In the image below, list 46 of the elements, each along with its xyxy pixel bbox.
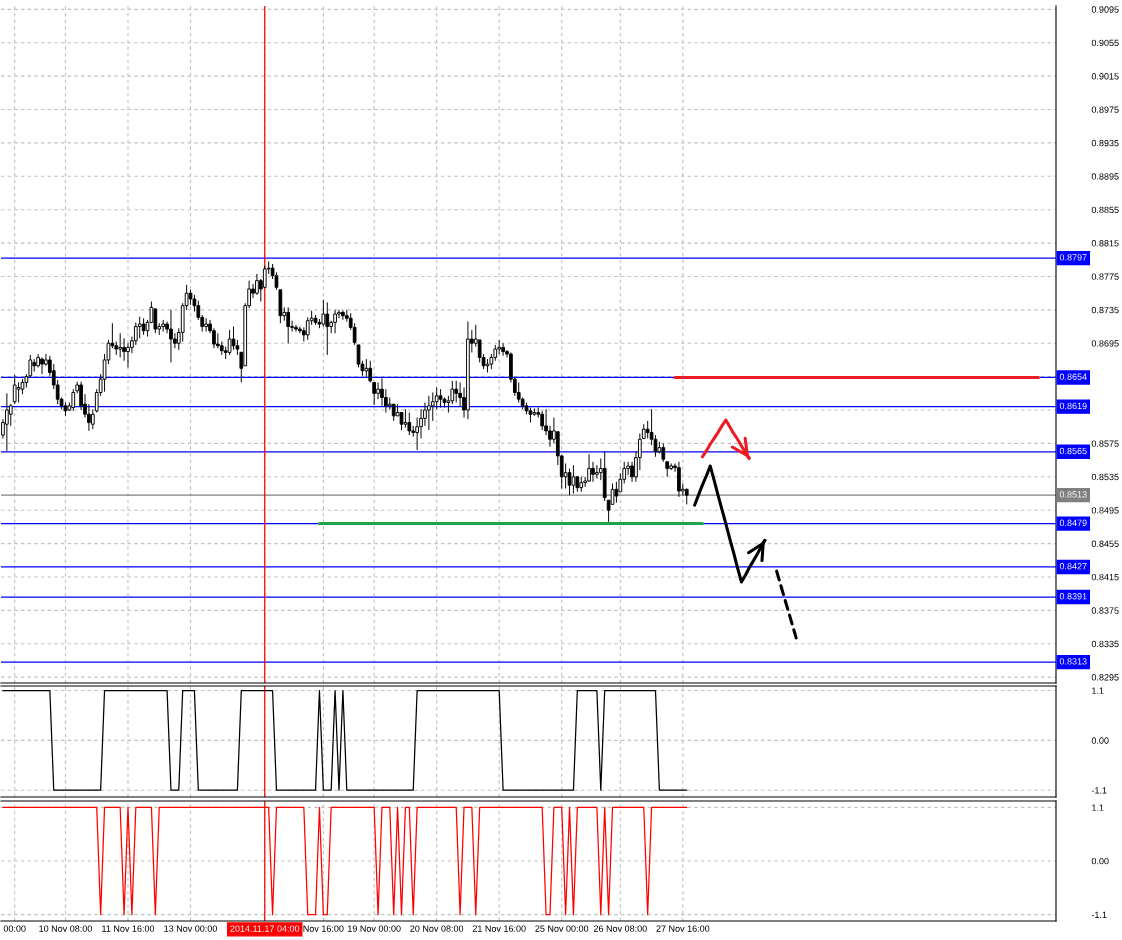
ref-line-label: 0.8479 [1059, 519, 1087, 526]
ref-line-label: 0.8427 [1059, 563, 1087, 570]
y-tick-label: 0.00 [1091, 737, 1109, 744]
ref-line-label: 0.8391 [1059, 593, 1087, 600]
x-tick-label: 19 Nov 00:00 [348, 925, 401, 932]
y-tick-label: 0.8295 [1091, 674, 1119, 681]
y-tick-label: -1.1 [1091, 911, 1107, 918]
y-tick-label: 1.1 [1092, 804, 1104, 811]
x-tick-label: 11 Nov 16:00 [102, 925, 155, 932]
ref-line-label: 0.8565 [1059, 447, 1087, 455]
y-tick-label: 0.9015 [1091, 73, 1119, 80]
x-tick-label: Nov 16:00 [303, 925, 344, 932]
x-tick-label: 25 Nov 00:00 [535, 925, 589, 932]
x-tick-label: 13 Nov 00:00 [164, 925, 218, 932]
x-tick-label: 21 Nov 16:00 [472, 925, 526, 932]
y-tick-label: 0.8575 [1091, 440, 1119, 447]
y-tick-label: 0.8815 [1091, 240, 1119, 247]
ref-line-label: 0.8797 [1059, 254, 1087, 261]
ref-line-label: 0.8313 [1059, 658, 1087, 665]
x-tick-label: 26 Nov 08:00 [593, 925, 647, 932]
y-tick-label: 0.9095 [1091, 6, 1119, 13]
y-tick-label: 0.8855 [1091, 206, 1119, 214]
y-tick-label: 0.8335 [1091, 640, 1119, 648]
y-tick-label: 0.8415 [1091, 573, 1119, 581]
x-tick-label: 2014.11.17 04:00 [230, 925, 300, 932]
x-tick-label: 20 Nov 08:00 [410, 925, 464, 932]
y-tick-label: 0.8495 [1091, 507, 1119, 514]
y-tick-label: 0.8775 [1091, 273, 1119, 280]
y-tick-label: 0.8375 [1091, 607, 1119, 614]
x-tick-label: 27 Nov 16:00 [656, 925, 710, 932]
y-tick-label: 0.00 [1091, 857, 1109, 865]
y-tick-label: 0.8735 [1091, 306, 1119, 314]
y-tick-label: 0.8935 [1091, 139, 1119, 147]
ref-line-label: 0.8654 [1059, 373, 1087, 380]
ref-line-label: 0.8513 [1059, 491, 1087, 498]
x-tick-label: 00:00 [3, 925, 26, 932]
y-tick-label: -1.1 [1091, 787, 1107, 794]
y-tick-label: 0.9055 [1091, 39, 1119, 47]
y-tick-label: 0.8695 [1091, 340, 1119, 347]
ref-line-label: 0.8619 [1059, 402, 1087, 410]
x-tick-label: 10 Nov 08:00 [39, 925, 92, 932]
y-tick-label: 0.8975 [1091, 106, 1119, 113]
y-tick-label: 1.1 [1092, 687, 1104, 694]
y-tick-label: 0.8455 [1091, 540, 1119, 547]
y-tick-label: 0.8895 [1091, 173, 1119, 180]
y-tick-label: 0.8535 [1091, 473, 1119, 481]
